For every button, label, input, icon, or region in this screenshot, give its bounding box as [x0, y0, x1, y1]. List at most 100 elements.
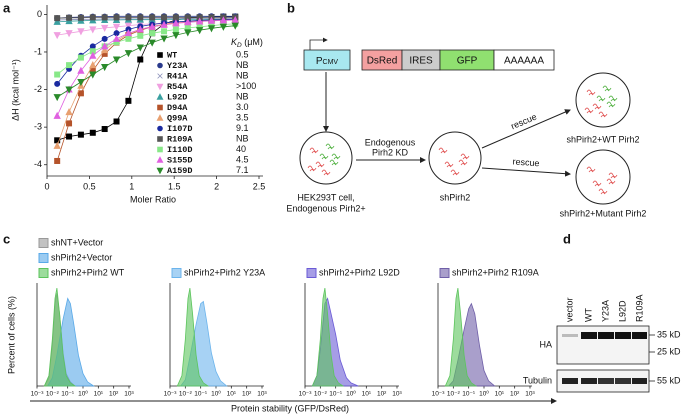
x-tick-label: 2.5: [253, 181, 266, 191]
point: [195, 27, 204, 35]
legend-label: shPirh2+Pirh2 WT: [51, 267, 125, 277]
squiggle: [460, 153, 470, 160]
lane-label: R109A: [634, 294, 644, 322]
squiggle: [325, 143, 335, 150]
fit-line: [57, 18, 236, 23]
point: [137, 32, 144, 39]
squiggle: [331, 153, 341, 160]
row-label: HA: [539, 339, 552, 349]
legend-marker: [157, 125, 163, 132]
point: [160, 35, 168, 43]
squiggle: [309, 147, 319, 154]
fit-line: [57, 17, 236, 19]
x-tick-label: 10⁰: [479, 390, 489, 398]
cell-label: Endogenous Pirh2+: [286, 203, 365, 213]
squiggle: [598, 111, 608, 118]
fit-line: [57, 16, 236, 141]
legend-swatch: [306, 268, 317, 278]
point: [125, 14, 132, 21]
legend-kd: 40: [236, 144, 246, 154]
cell: [428, 131, 482, 185]
histogram-area: [43, 288, 77, 387]
point: [89, 61, 97, 69]
point: [54, 71, 61, 78]
x-tick-label: 10⁰: [78, 390, 88, 398]
marker-label: 35 kD: [657, 329, 681, 339]
squiggle: [458, 159, 468, 166]
point: [160, 20, 168, 28]
cassette-text: IRES: [409, 56, 433, 67]
x-tick-label: 0.5: [83, 181, 96, 191]
legend-kd: 3.0: [236, 102, 249, 112]
x-axis-label: Protein stability (GFP/DsRed): [231, 403, 349, 413]
point: [66, 62, 73, 69]
legend-marker: [157, 146, 163, 153]
squiggle: [319, 153, 329, 160]
band: [615, 378, 631, 384]
legend-label: R41A: [167, 71, 188, 81]
point: [219, 23, 228, 31]
x-tick-label: 10¹: [495, 391, 505, 398]
y-axis-label: Percent of cells (%): [6, 296, 16, 374]
point: [66, 133, 73, 140]
legend-label: WT: [167, 50, 177, 60]
point: [161, 28, 168, 35]
x-tick-label: 10⁻¹: [61, 391, 75, 398]
y-tick-label: -1: [34, 46, 42, 56]
legend-kd: 3.5: [236, 112, 249, 122]
cell-label: shPirh2+WT Pirh2: [566, 134, 639, 144]
squiggle: [602, 85, 612, 92]
squiggle: [444, 161, 454, 168]
row-label: Tubulin: [523, 375, 552, 385]
point: [65, 108, 73, 116]
squiggle: [438, 147, 448, 154]
fit-line: [56, 18, 236, 85]
legend-title-part: D: [237, 42, 242, 49]
legend-label: Y23A: [167, 61, 188, 71]
point: [66, 120, 73, 127]
cell-label: shPirh2: [440, 192, 471, 202]
legend-label: I107D: [167, 124, 193, 134]
lane-label: Y23A: [600, 300, 610, 322]
band: [581, 378, 597, 384]
point: [148, 22, 156, 30]
cassette-text: GFP: [457, 56, 478, 67]
x-tick-label: 10⁰: [211, 390, 221, 398]
promoter-sub: CMV: [323, 59, 339, 66]
x-tick-label: 10⁻³: [164, 391, 178, 398]
point: [101, 42, 109, 50]
lane-label: L92D: [617, 300, 627, 322]
point: [54, 157, 61, 164]
x-tick-label: 10³: [124, 391, 134, 398]
squiggle: [606, 178, 616, 185]
x-tick-label: 10³: [392, 391, 402, 398]
x-tick-label: 10⁻²: [179, 391, 193, 398]
x-tick-label: 10³: [257, 391, 267, 398]
squiggle: [450, 169, 460, 176]
point: [54, 80, 61, 87]
legend-marker: [157, 73, 163, 79]
legend-label: A159D: [167, 166, 193, 176]
x-tick-label: 2: [214, 181, 219, 191]
legend-kd: NB: [236, 60, 249, 70]
x-tick-label: 10⁻³: [432, 391, 446, 398]
x-tick-label: 10⁻³: [299, 391, 313, 398]
legend-title-part: K: [231, 37, 238, 47]
squiggle: [592, 103, 602, 110]
blot: vector WT Y23A L92D R109A HA Tubulin 35 …: [523, 294, 681, 393]
point: [184, 18, 192, 26]
band: [615, 332, 631, 339]
x-tick-label: 10²: [377, 391, 387, 398]
point: [231, 22, 239, 30]
point: [113, 118, 120, 125]
x-tick-label: 1.5: [168, 181, 181, 191]
blot-frame: [556, 325, 650, 365]
point: [136, 44, 144, 52]
legend-label: shPirh2+Pirh2 Y23A: [184, 267, 265, 277]
point: [77, 131, 84, 138]
point: [148, 39, 156, 47]
point: [65, 17, 73, 25]
promoter-text: P: [316, 56, 323, 67]
band: [632, 332, 647, 339]
point: [101, 46, 109, 54]
